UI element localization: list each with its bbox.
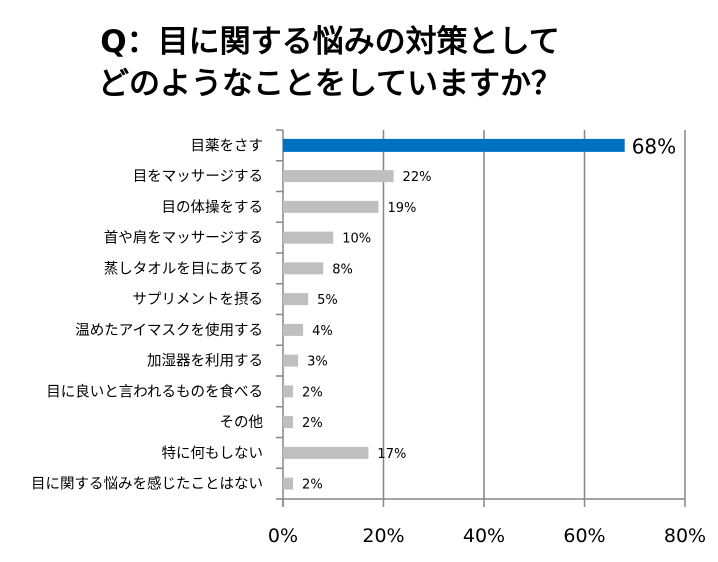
x-tick-label: 40% (463, 525, 505, 547)
bar (283, 323, 304, 336)
category-label: 蒸しタオルを目にあてる (104, 260, 263, 277)
data-label: 2% (302, 478, 323, 493)
bar (283, 446, 369, 459)
bar (283, 354, 299, 367)
category-label: 目をマッサージする (133, 168, 263, 185)
data-label: 2% (302, 385, 323, 400)
data-label: 5% (317, 293, 338, 308)
data-label: 17% (377, 447, 406, 462)
data-label: 2% (302, 416, 323, 431)
chart-title-line-1: Q：目に関する悩みの対策として (100, 24, 560, 60)
data-label: 68% (632, 134, 676, 158)
category-label: 目に良いと言われるものを食べる (46, 383, 263, 400)
bar (283, 200, 379, 213)
bar (283, 262, 324, 275)
x-tick-label: 20% (362, 525, 404, 547)
bar (283, 293, 309, 306)
category-label: 加湿器を利用する (147, 353, 263, 370)
bar (283, 138, 625, 152)
data-label: 4% (312, 324, 333, 339)
category-label: 目に関する悩みを感じたことはない (31, 476, 263, 493)
x-tick-label: 60% (563, 525, 605, 547)
bar (283, 170, 394, 183)
category-label: 温めたアイマスクを使用する (75, 322, 263, 339)
category-label: 目薬をさす (191, 137, 264, 154)
data-label: 3% (307, 355, 328, 370)
category-label: 特に何もしない (162, 445, 264, 462)
bar (283, 231, 334, 244)
x-tick-label: 80% (664, 525, 706, 547)
data-label: 19% (387, 201, 416, 216)
category-label: 首や肩をマッサージする (104, 230, 263, 247)
data-label: 22% (403, 170, 432, 185)
bar (283, 385, 294, 398)
category-label: 目の体操をする (162, 199, 264, 216)
category-label: サプリメントを摂る (133, 291, 264, 308)
data-label: 10% (342, 232, 371, 247)
bar (283, 416, 294, 429)
data-label: 8% (332, 262, 353, 277)
category-label: その他 (220, 414, 264, 431)
x-tick-label: 0% (268, 525, 298, 547)
chart-title-line-2: どのようなことをしていますか？ (97, 66, 563, 102)
bar (283, 477, 294, 490)
